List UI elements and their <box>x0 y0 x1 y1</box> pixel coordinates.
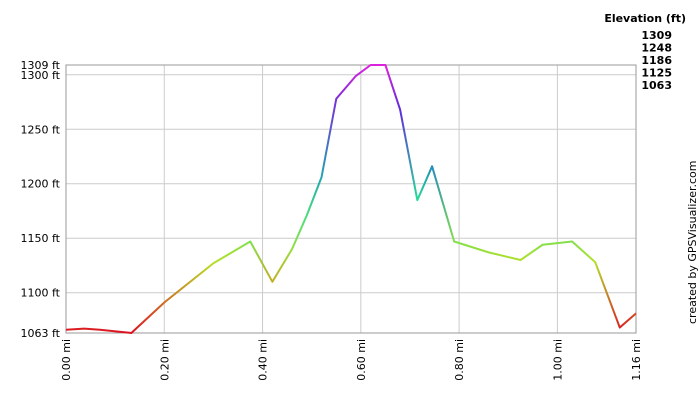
y-tick-label: 1250 ft <box>21 123 61 136</box>
y-tick-label: 1300 ft <box>21 69 61 82</box>
x-tick-label: 1.00 mi <box>551 339 564 381</box>
x-tick-label: 0.60 mi <box>355 339 368 381</box>
elevation-line <box>65 64 637 334</box>
y-tick-label: 1100 ft <box>21 287 61 300</box>
legend-value: 1063 <box>641 79 672 92</box>
plot-frame <box>65 64 637 334</box>
y-tick-label: 1150 ft <box>21 232 61 245</box>
y-tick-label: 1063 ft <box>21 327 61 340</box>
y-tick-label: 1200 ft <box>21 178 61 191</box>
legend-value: 1309 <box>641 29 672 42</box>
legend-value: 1186 <box>641 54 672 67</box>
x-tick-label: 0.80 mi <box>453 339 466 381</box>
x-tick-label: 0.40 mi <box>257 339 270 381</box>
legend-value: 1125 <box>641 67 672 80</box>
x-tick-label: 1.16 mi <box>630 339 643 381</box>
credit: created by GPSVisualizer.com <box>686 161 699 324</box>
x-tick-label: 0.20 mi <box>158 339 171 381</box>
legend-value: 1248 <box>641 42 672 55</box>
y-tick-label: 1309 ft <box>21 59 61 72</box>
legend-title: Elevation (ft) <box>604 12 686 25</box>
x-tick-label: 0.00 mi <box>60 339 73 381</box>
